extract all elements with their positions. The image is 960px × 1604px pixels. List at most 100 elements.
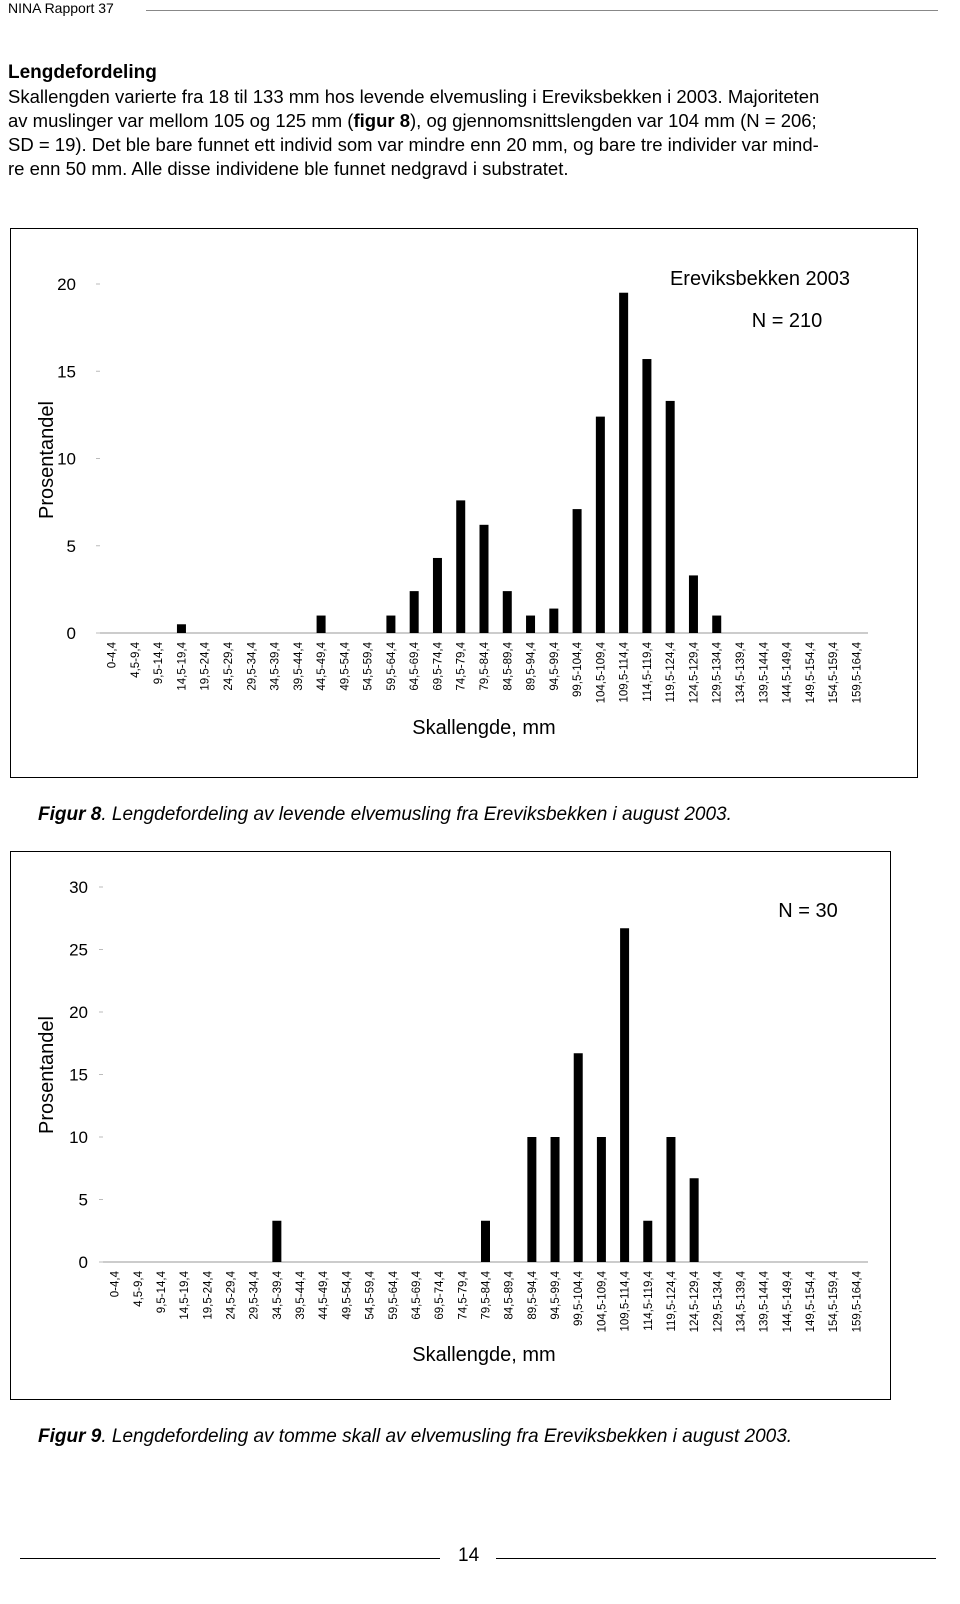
bar — [573, 1053, 583, 1262]
bar — [386, 615, 396, 633]
y-tick-label: 20 — [57, 275, 76, 294]
x-tick-label: 19,5-24,4 — [202, 1270, 214, 1319]
x-tick-label: 34,5-39,4 — [270, 641, 282, 690]
x-tick-label: 29,5-34,4 — [249, 1270, 261, 1319]
bar — [596, 1137, 606, 1262]
x-axis-label: Skallengde, mm — [412, 717, 555, 739]
caption-label: Figur 8 — [38, 804, 102, 825]
report-name: NINA Rapport 37 — [8, 0, 114, 16]
y-axis-label: Prosentandel — [36, 1016, 58, 1134]
bar — [712, 615, 722, 633]
y-tick-label: 5 — [79, 1191, 88, 1210]
line: SD = 19). Det ble bare funnet ett indivi… — [8, 133, 819, 157]
x-tick-label: 64,5-69,4 — [409, 641, 421, 690]
chart-title: Ereviksbekken 2003 — [670, 268, 850, 290]
bar — [572, 509, 582, 633]
x-tick-label: 159,5-164,4 — [851, 1270, 863, 1332]
y-tick-label: 10 — [57, 450, 76, 469]
text: ), og gjennomsnittslengden var 104 mm (N… — [410, 110, 817, 131]
x-tick-label: 144,5-149,4 — [782, 1270, 794, 1332]
y-tick-label: 15 — [69, 1066, 88, 1085]
bar — [619, 292, 629, 633]
x-tick-label: 29,5-34,4 — [246, 641, 258, 690]
x-tick-label: 144,5-149,4 — [782, 641, 794, 703]
annotation: N = 210 — [752, 310, 823, 332]
y-tick-label: 0 — [67, 624, 76, 643]
x-tick-label: 129,5-134,4 — [712, 641, 724, 703]
text: SD = 19). Det ble bare funnet ett indivi… — [8, 134, 819, 155]
bar — [272, 1220, 282, 1262]
x-tick-label: 114,5-119,4 — [642, 641, 654, 701]
y-axis-label: Prosentandel — [36, 401, 58, 519]
chart: 0 5 10 15 20 25 30 0-4,4 4,5-9,4 9,5-14,4 14,5-19,… — [10, 851, 891, 1400]
line: Skallengden varierte fra 18 til 133 mm h… — [8, 85, 819, 109]
chart: 0 5 10 15 20 0-4,4 4,5-9,4 9,5-14,4 14,5-19,4 19,… — [10, 228, 918, 778]
x-tick-label: 34,5-39,4 — [272, 1270, 284, 1319]
y-tick-label: 15 — [57, 362, 76, 381]
paragraph: Skallengden varierte fra 18 til 133 mm h… — [8, 85, 819, 181]
y-tick-label: 25 — [69, 941, 88, 960]
caption-text: . Lengdefordeling av levende elvemusling… — [101, 804, 732, 825]
bar — [527, 1137, 537, 1262]
text: re enn 50 mm. Alle disse individene ble … — [8, 158, 569, 179]
x-tick-label: 14,5-19,4 — [176, 641, 188, 690]
x-tick-label: 0-4,4 — [110, 1270, 122, 1297]
x-tick-label: 49,5-54,4 — [339, 641, 351, 690]
x-tick-label: 74,5-79,4 — [456, 641, 468, 690]
x-tick-label: 159,5-164,4 — [851, 641, 863, 703]
bar — [666, 1137, 676, 1262]
x-tick-label: 99,5-104,4 — [573, 1270, 585, 1326]
chart-frame — [10, 851, 891, 1400]
section-heading: Lengdefordeling — [8, 62, 157, 83]
caption-text: . Lengdefordeling av tomme skall av elve… — [101, 1426, 793, 1447]
x-tick-label: 59,5-64,4 — [388, 1270, 400, 1319]
bar — [665, 400, 675, 633]
x-tick-label: 149,5-154,4 — [805, 1270, 817, 1332]
x-tick-label: 84,5-89,4 — [502, 641, 514, 690]
x-tick-label: 59,5-64,4 — [386, 641, 398, 690]
x-tick-label: 9,5-14,4 — [156, 1270, 168, 1313]
x-tick-label: 134,5-139,4 — [735, 641, 747, 703]
y-tick-label: 20 — [69, 1003, 88, 1022]
x-tick-label: 149,5-154,4 — [805, 641, 817, 703]
x-tick-label: 54,5-59,4 — [365, 1270, 377, 1319]
caption: Figur 8. Lengdefordeling av levende elve… — [38, 804, 732, 826]
bar — [481, 1220, 490, 1262]
x-tick-label: 139,5-144,4 — [758, 641, 770, 703]
x-tick-label: 69,5-74,4 — [432, 641, 444, 690]
x-tick-label: 139,5-144,4 — [759, 1270, 771, 1332]
bar — [550, 1137, 560, 1262]
x-tick-label: 119,5-124,4 — [666, 1270, 678, 1331]
x-tick-label: 74,5-79,4 — [457, 1270, 469, 1319]
bar — [526, 615, 536, 633]
bar — [689, 1178, 699, 1262]
x-tick-label: 54,5-59,4 — [363, 641, 375, 690]
annotation: N = 30 — [778, 900, 837, 922]
x-tick-label: 39,5-44,4 — [295, 1270, 307, 1319]
x-tick-label: 104,5-109,4 — [595, 641, 607, 703]
bar — [176, 624, 186, 633]
bar — [479, 524, 489, 633]
x-tick-label: 4,5-9,4 — [130, 641, 142, 677]
x-tick-label: 14,5-19,4 — [179, 1270, 191, 1319]
x-tick-label: 69,5-74,4 — [434, 1270, 446, 1319]
bar — [549, 608, 559, 633]
x-tick-label: 129,5-134,4 — [712, 1270, 724, 1332]
bar — [432, 557, 442, 633]
figure-ref: figur 8 — [353, 110, 410, 131]
bar — [643, 1220, 653, 1262]
x-tick-label: 104,5-109,4 — [596, 1270, 608, 1332]
x-tick-label: 49,5-54,4 — [341, 1270, 353, 1319]
line: re enn 50 mm. Alle disse individene ble … — [8, 157, 819, 181]
footer-rule — [20, 1558, 440, 1559]
x-tick-label: 24,5-29,4 — [226, 1270, 238, 1319]
y-tick-label: 10 — [69, 1128, 88, 1147]
x-tick-label: 9,5-14,4 — [153, 641, 165, 684]
x-tick-label: 94,5-99,4 — [549, 641, 561, 690]
x-tick-label: 154,5-159,4 — [828, 1270, 840, 1332]
x-tick-label: 64,5-69,4 — [411, 1270, 423, 1319]
x-tick-label: 89,5-94,4 — [527, 1270, 539, 1319]
x-tick-label: 109,5-114,4 — [620, 1270, 632, 1331]
bar — [595, 416, 605, 633]
bar — [620, 928, 630, 1262]
